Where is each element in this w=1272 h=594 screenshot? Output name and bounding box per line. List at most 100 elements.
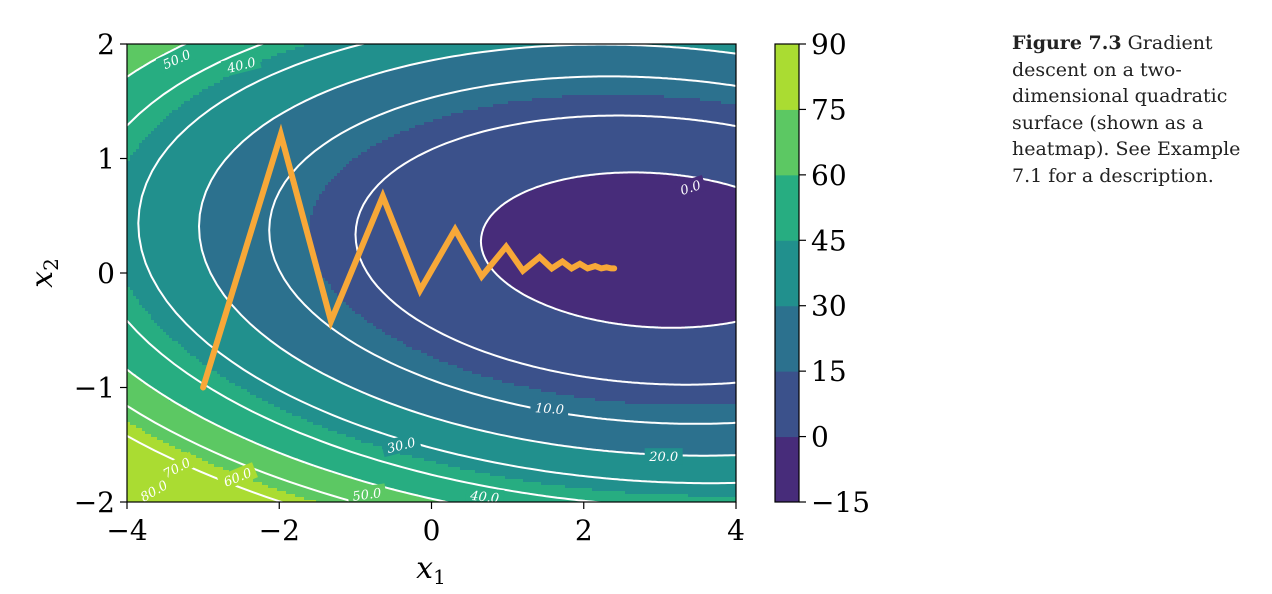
heatmap-band <box>223 77 362 81</box>
heatmap-band <box>400 131 736 135</box>
heatmap-band <box>133 152 233 156</box>
heatmap-band <box>313 257 485 261</box>
heatmap-band <box>148 311 239 315</box>
heatmap-band <box>223 293 338 297</box>
heatmap-band <box>127 290 134 294</box>
heatmap-band <box>337 86 736 90</box>
heatmap-band <box>199 242 311 246</box>
heatmap-band <box>127 500 317 502</box>
heatmap-band <box>142 305 233 309</box>
heatmap-band <box>265 122 425 126</box>
heatmap-band <box>301 416 434 420</box>
heatmap-band <box>508 200 736 204</box>
heatmap-band <box>127 356 197 360</box>
heatmap-band <box>322 272 497 276</box>
heatmap-band <box>127 401 176 405</box>
heatmap-band <box>163 440 254 444</box>
heatmap-band <box>139 302 233 306</box>
contour-label-gap <box>346 483 387 502</box>
heatmap-band <box>481 239 736 243</box>
heatmap-band <box>415 125 736 129</box>
heatmap-band <box>340 473 491 477</box>
heatmap-band <box>520 437 736 441</box>
heatmap-band <box>127 428 143 432</box>
heatmap-band <box>220 290 335 294</box>
contour-label: 40.0 <box>465 486 505 502</box>
heatmap-band <box>595 173 674 177</box>
heatmap-band <box>280 452 401 456</box>
heatmap-band <box>313 464 449 468</box>
heatmap-band <box>232 152 362 156</box>
y-tick-label: 1 <box>97 143 115 176</box>
heatmap-band <box>193 95 317 99</box>
heatmap-band <box>493 212 736 216</box>
heatmap-band <box>199 359 302 363</box>
heatmap-band <box>241 143 377 147</box>
heatmap-band <box>685 326 736 330</box>
heatmap-band <box>484 254 736 258</box>
heatmap-band <box>436 461 736 465</box>
heatmap-band <box>205 260 317 264</box>
heatmap-band <box>133 290 221 294</box>
heatmap-band <box>481 242 736 246</box>
heatmap-band <box>127 302 140 306</box>
heatmap-band <box>160 326 254 330</box>
heatmap-band <box>355 437 521 441</box>
heatmap-band <box>694 176 736 180</box>
heatmap-band <box>127 248 203 252</box>
heatmap-band <box>127 128 155 132</box>
heatmap-band <box>517 194 736 198</box>
heatmap-band <box>151 131 254 135</box>
heatmap-band <box>157 389 248 393</box>
heatmap-band <box>232 302 347 306</box>
heatmap-band <box>205 257 314 261</box>
heatmap-band <box>487 218 736 222</box>
heatmap-band <box>256 62 419 66</box>
heatmap-band <box>391 68 736 72</box>
heatmap-band <box>253 131 401 135</box>
heatmap-band <box>379 398 596 402</box>
heatmap-band <box>490 473 736 477</box>
x-tick-label: 2 <box>575 514 593 547</box>
x-tick-label: 4 <box>727 514 745 547</box>
heatmap-band <box>127 62 149 66</box>
heatmap-band <box>127 284 218 288</box>
heatmap-band <box>127 461 209 465</box>
heatmap-band <box>127 209 200 213</box>
heatmap-band <box>313 251 485 255</box>
heatmap-band <box>532 188 736 192</box>
heatmap-band <box>214 278 326 282</box>
heatmap-band <box>250 65 404 69</box>
heatmap-band <box>340 170 736 174</box>
heatmap-band <box>136 296 227 300</box>
heatmap-band <box>211 368 317 372</box>
heatmap-band <box>127 368 212 372</box>
heatmap-band <box>364 392 557 396</box>
heatmap-band <box>166 395 257 399</box>
colorbar-segment <box>775 305 799 372</box>
heatmap-band <box>490 263 736 267</box>
contour-label-text: 10.0 <box>534 401 564 418</box>
heatmap-band <box>217 284 332 288</box>
heatmap-band <box>541 302 736 306</box>
heatmap-band <box>127 485 269 489</box>
heatmap-band <box>127 251 203 255</box>
heatmap-band <box>217 371 323 375</box>
heatmap-band <box>370 74 736 78</box>
heatmap-band <box>127 212 200 216</box>
heatmap-band <box>190 410 287 414</box>
heatmap-band <box>268 401 389 405</box>
heatmap-band <box>127 275 212 279</box>
heatmap-band <box>127 227 200 231</box>
heatmap-band <box>127 188 209 192</box>
heatmap-band <box>127 89 203 93</box>
heatmap-band <box>367 320 605 324</box>
heatmap-band <box>229 299 344 303</box>
colorbar-segment <box>775 109 799 176</box>
heatmap-band <box>448 464 736 468</box>
heatmap-band <box>289 353 428 357</box>
heatmap-band <box>514 287 736 291</box>
heatmap <box>127 44 736 502</box>
heatmap-band <box>130 158 227 162</box>
heatmap-band <box>226 377 335 381</box>
